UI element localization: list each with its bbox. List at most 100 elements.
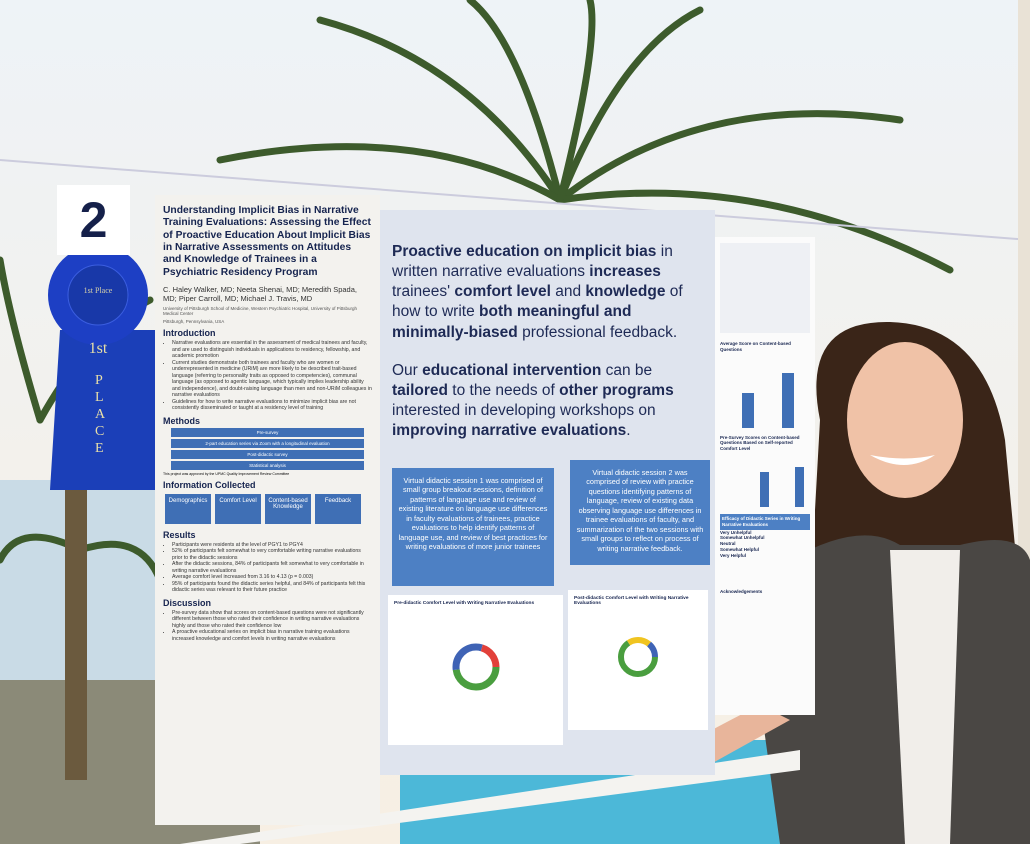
smile xyxy=(870,455,935,465)
method-note: This project was approved by the UPMC Qu… xyxy=(163,471,290,476)
method-step: Statistical analysis xyxy=(171,460,364,470)
section-heading: Introduction xyxy=(163,328,216,339)
ribbon-word: PLACE xyxy=(95,373,106,456)
bar-shape xyxy=(782,372,794,428)
ribbon-tail xyxy=(50,330,165,490)
bar-shape xyxy=(795,467,804,508)
bullet: Guidelines for how to write narrative ev… xyxy=(172,399,372,412)
scale-item: Very Unhelpful xyxy=(720,529,752,535)
bullet-list: Participants were residents at the level… xyxy=(163,542,372,594)
section-heading: Discussion xyxy=(163,597,212,608)
face xyxy=(847,342,963,498)
session-box: Virtual didactic session 2 was comprised… xyxy=(570,460,710,565)
table-block xyxy=(720,243,810,333)
location: Pittsburgh, Pennsylvania, USA xyxy=(163,319,225,325)
jacket xyxy=(760,535,1030,844)
bullet: Narrative evaluations are essential in t… xyxy=(172,340,372,360)
scale-item: Neutral xyxy=(720,541,736,547)
side-bars xyxy=(742,372,794,428)
bullet: Pre-survey data show that scores on cont… xyxy=(172,610,372,630)
message-text: both meaningful and minimally-biased xyxy=(392,303,632,341)
ribbon-top: 1st Place xyxy=(83,286,113,295)
palm-trunk xyxy=(65,420,87,780)
bullet: After the didactic sessions, 84% of part… xyxy=(172,561,372,574)
section-heading: Results xyxy=(163,529,196,540)
message-paragraph: Our educational intervention can be tail… xyxy=(392,361,707,442)
affiliation: University of Pittsburgh School of Medic… xyxy=(163,306,357,317)
donut xyxy=(618,637,658,677)
info-box: Feedback xyxy=(315,493,361,524)
donut-ring xyxy=(452,643,500,691)
shirt xyxy=(890,550,960,844)
bullet-list: Pre-survey data show that scores on cont… xyxy=(163,610,372,643)
message-text: can be xyxy=(601,361,653,379)
rosette-center xyxy=(67,264,129,326)
chart-title: Pre-didactic Comfort Level with Writing … xyxy=(394,601,535,606)
message-text: and xyxy=(550,283,586,301)
bar-shape xyxy=(742,392,754,428)
message-text: trainees' xyxy=(392,283,455,301)
message-text: in written narrative evaluations xyxy=(392,243,673,281)
poster-right: Average Score on Content-based Questions… xyxy=(715,237,815,715)
message-text: Proactive education on implicit bias xyxy=(392,243,657,260)
bullet: A proactive educational series on implic… xyxy=(172,629,372,642)
bullet: 52% of participants felt somewhat to ver… xyxy=(172,548,372,561)
chart-title: Post-didactic Comfort Level with Writing… xyxy=(574,596,689,606)
ack-heading: Acknowledgements xyxy=(720,588,763,594)
side-bars xyxy=(760,467,804,508)
info-box: Demographics xyxy=(165,493,211,524)
bullet: Participants were residents at the level… xyxy=(172,542,372,549)
message-text: knowledge xyxy=(585,283,666,301)
info-box: Content-based Knowledge xyxy=(265,493,311,524)
method-step: 2-part education series via Zoom with a … xyxy=(171,438,364,448)
info-row: Demographics Comfort Level Content-based K… xyxy=(163,492,372,526)
glass-rail xyxy=(0,159,1030,241)
section-heading: Information Collected xyxy=(163,479,256,490)
message-text: to the needs of xyxy=(447,381,560,399)
bullet: 95% of participants found the didactic s… xyxy=(172,581,372,594)
donut xyxy=(452,643,500,691)
main-message: Proactive education on implicit bias in … xyxy=(392,242,707,459)
scale-list: Very Unhelpful Somewhat Unhelpful Neutral S… xyxy=(720,530,810,559)
message-text: educational intervention xyxy=(422,361,602,379)
message-text: of how to write xyxy=(392,283,683,321)
method-step: Post-didactic survey xyxy=(171,449,364,459)
chart-panel: Post-didactic Comfort Level with Writing… xyxy=(568,590,708,730)
side-heading: Pre-Survey Scores on Content-based Quest… xyxy=(720,434,800,452)
side-heading: Efficacy of Didactic Series in Writing N… xyxy=(720,513,810,530)
poster-left: Understanding Implicit Bias in Narrative… xyxy=(155,195,380,825)
scale-item: Somewhat Helpful xyxy=(720,547,760,553)
scale-item: Somewhat Unhelpful xyxy=(720,535,765,541)
message-paragraph: Proactive education on implicit bias in … xyxy=(392,242,707,343)
donut-ring xyxy=(452,643,500,691)
session-box: Virtual didactic session 1 was comprised… xyxy=(392,468,554,586)
authors: C. Haley Walker, MD; Neeta Shenai, MD; M… xyxy=(163,285,357,304)
bullet: Current studies demonstrate both trainee… xyxy=(172,360,372,399)
message-text: interested in developing workshops on xyxy=(392,401,656,419)
donut-ring xyxy=(618,637,658,677)
scale-item: Very Helpful xyxy=(720,552,747,558)
message-text: improving narrative evaluations xyxy=(392,422,627,440)
info-box: Comfort Level xyxy=(215,493,261,524)
bullet: Average comfort level increased from 3.1… xyxy=(172,574,372,581)
message-text: . xyxy=(626,422,631,440)
method-step: Pre-survey xyxy=(171,427,364,437)
message-text: increases xyxy=(589,263,661,281)
message-text: other programs xyxy=(559,381,674,399)
placard: 2 xyxy=(57,185,130,255)
donut-ring xyxy=(618,637,658,677)
chart-panel: Pre-didactic Comfort Level with Writing … xyxy=(388,595,563,745)
message-text: comfort level xyxy=(454,283,551,301)
poster-center: Proactive education on implicit bias in … xyxy=(380,210,715,775)
message-text: professional feedback. xyxy=(517,323,678,341)
message-text: tailored xyxy=(392,381,448,399)
ribbon-big: 1st xyxy=(88,340,108,357)
bullet-list: Narrative evaluations are essential in t… xyxy=(163,340,372,412)
section-heading: Methods xyxy=(163,415,200,426)
side-heading: Average Score on Content-based Questions xyxy=(720,341,791,352)
message-text: Our xyxy=(392,361,423,379)
poster-title: Understanding Implicit Bias in Narrative… xyxy=(163,205,371,278)
bar-shape xyxy=(760,472,769,508)
